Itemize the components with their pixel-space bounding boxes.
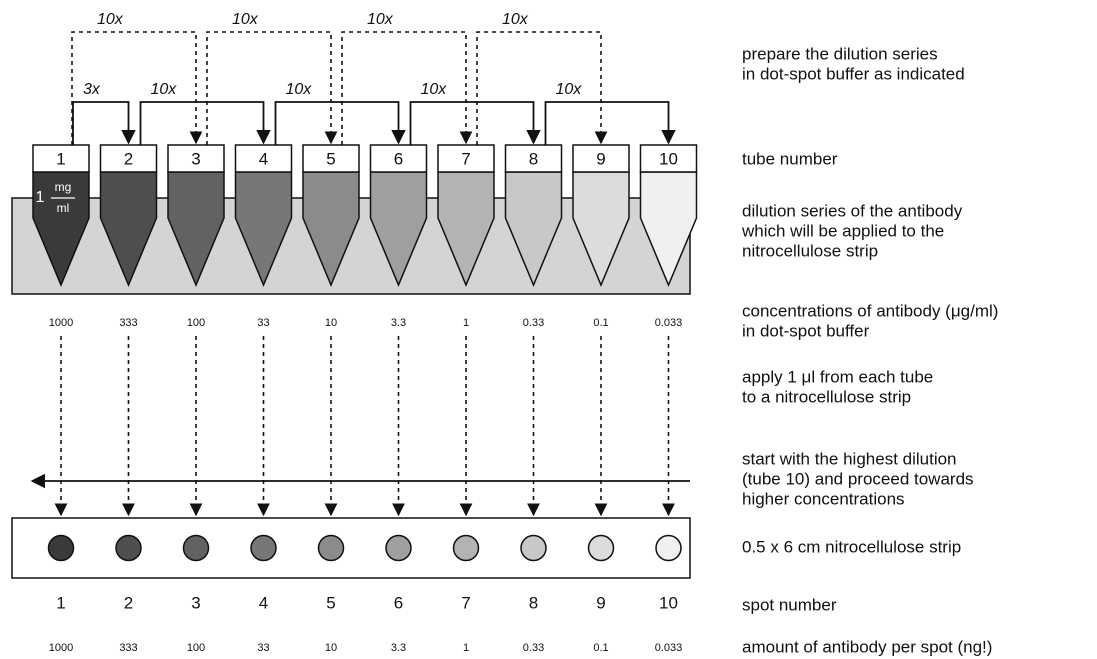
spot-number: 10 [659, 593, 678, 612]
note: prepare the dilution series [742, 44, 938, 63]
spot-number: 2 [124, 593, 133, 612]
amount: 10 [325, 642, 337, 654]
tube-number: 7 [461, 149, 470, 168]
dilution-arrow [477, 32, 601, 145]
tube-number: 2 [124, 149, 133, 168]
dilution-factor: 10x [421, 81, 448, 98]
note: in dot-spot buffer [742, 321, 870, 340]
amount: 0.33 [523, 642, 544, 654]
dilution-arrow [207, 32, 331, 145]
dilution-factor: 10x [367, 11, 394, 28]
concentration: 3.3 [391, 317, 406, 329]
tube-number: 10 [659, 149, 678, 168]
dilution-factor: 10x [151, 81, 178, 98]
note: 0.5 x 6 cm nitrocellulose strip [742, 537, 961, 556]
tube-number: 1 [56, 149, 65, 168]
spot-number: 9 [596, 593, 605, 612]
spot-number: 6 [394, 593, 403, 612]
amount: 100 [187, 642, 205, 654]
spot-number: 1 [56, 593, 65, 612]
note: (tube 10) and proceed towards [742, 469, 974, 488]
spot-number: 4 [259, 593, 268, 612]
note: dilution series of the antibody [742, 201, 963, 220]
dilution-arrow [73, 102, 129, 145]
diagram: 1100011000233323333100310043343351051063… [0, 0, 1097, 659]
concentration: 10 [325, 317, 337, 329]
amount: 3.3 [391, 642, 406, 654]
spot [589, 536, 614, 561]
dilution-factor: 10x [286, 81, 313, 98]
dilution-arrow [342, 32, 466, 145]
tube-number: 8 [529, 149, 538, 168]
dilution-factor: 10x [502, 11, 529, 28]
note: concentrations of antibody (μg/ml) [742, 301, 998, 320]
note: to a nitrocellulose strip [742, 387, 911, 406]
note: higher concentrations [742, 489, 905, 508]
note: apply 1 μl from each tube [742, 367, 933, 386]
dilution-factor: 10x [97, 11, 124, 28]
spot [386, 536, 411, 561]
note: nitrocellulose strip [742, 241, 878, 260]
spot [521, 536, 546, 561]
spot [656, 536, 681, 561]
dilution-arrow [411, 102, 534, 145]
spot [251, 536, 276, 561]
dilution-arrow [546, 102, 669, 145]
spot [454, 536, 479, 561]
tube-number: 9 [596, 149, 605, 168]
note: tube number [742, 149, 838, 168]
amount: 0.1 [593, 642, 608, 654]
dilution-arrow [276, 102, 399, 145]
note: spot number [742, 595, 837, 614]
dilution-factor: 10x [556, 81, 583, 98]
note: which will be applied to the [741, 221, 944, 240]
amount: 1 [463, 642, 469, 654]
concentration: 33 [257, 317, 269, 329]
amount: 333 [119, 642, 137, 654]
concentration: 0.1 [593, 317, 608, 329]
concentration: 1 [463, 317, 469, 329]
tube1-unit-bottom: ml [57, 201, 70, 215]
amount: 33 [257, 642, 269, 654]
dilution-factor: 10x [232, 11, 259, 28]
spot [49, 536, 74, 561]
spot [116, 536, 141, 561]
dilution-arrow [141, 102, 264, 145]
note: start with the highest dilution [742, 449, 957, 468]
spot [319, 536, 344, 561]
concentration: 100 [187, 317, 205, 329]
note: amount of antibody per spot (ng!) [742, 637, 992, 656]
tube-number: 4 [259, 149, 268, 168]
spot-number: 7 [461, 593, 470, 612]
tube1-amount: 1 [36, 189, 45, 206]
concentration: 1000 [49, 317, 73, 329]
note: in dot-spot buffer as indicated [742, 64, 965, 83]
amount: 1000 [49, 642, 73, 654]
dilution-factor: 3x [83, 81, 101, 98]
spot [184, 536, 209, 561]
concentration: 0.33 [523, 317, 544, 329]
spot-number: 5 [326, 593, 335, 612]
concentration: 0.033 [655, 317, 683, 329]
tube-number: 6 [394, 149, 403, 168]
tube-number: 3 [191, 149, 200, 168]
concentration: 333 [119, 317, 137, 329]
spot-number: 3 [191, 593, 200, 612]
tube1-unit-top: mg [55, 180, 72, 194]
tube-number: 5 [326, 149, 335, 168]
amount: 0.033 [655, 642, 683, 654]
spot-number: 8 [529, 593, 538, 612]
